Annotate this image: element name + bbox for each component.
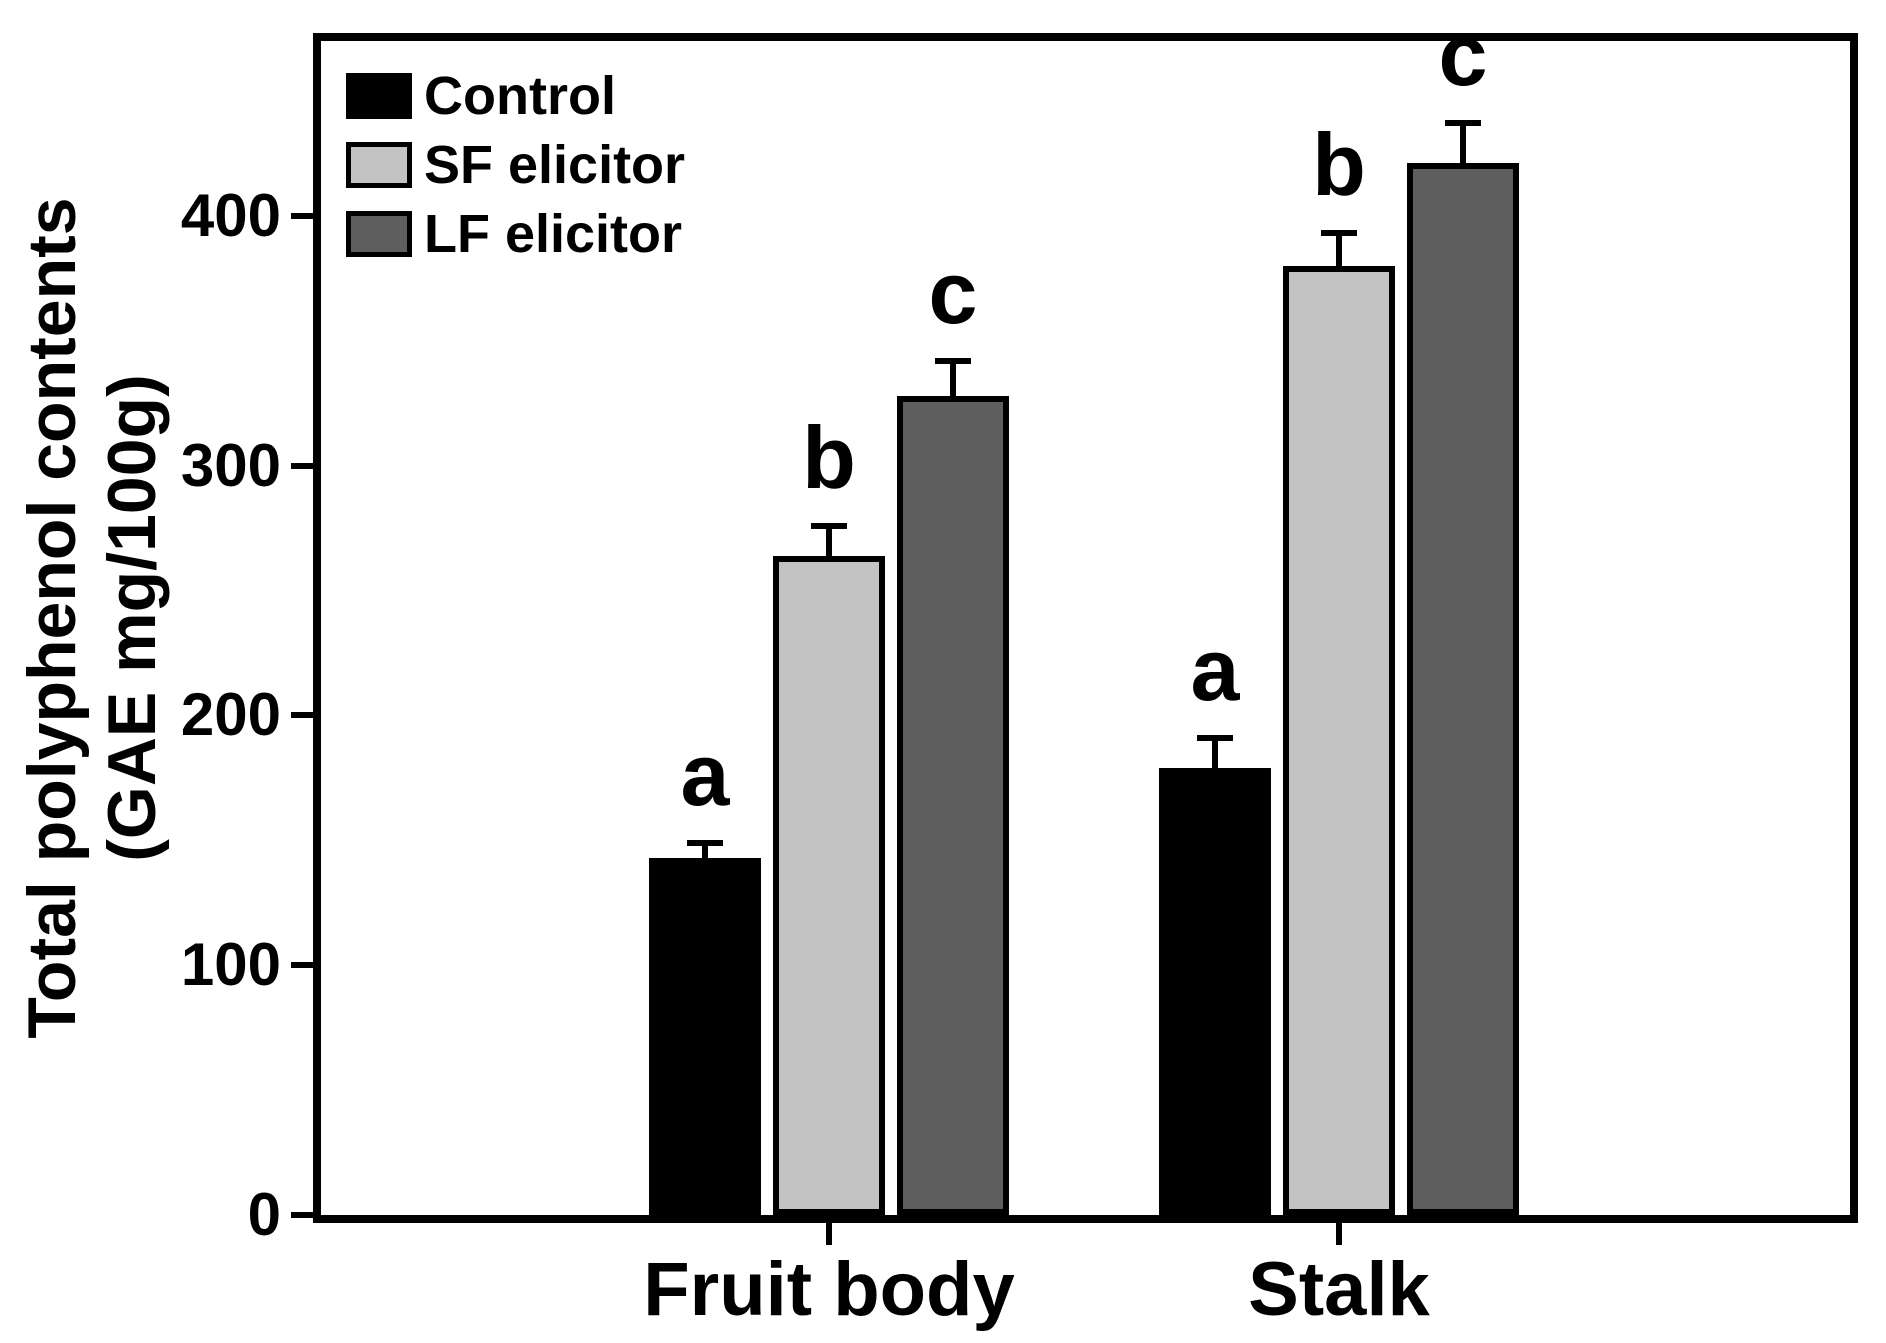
error-bar-cap-stalk-lf-elicitor <box>1445 120 1481 127</box>
sig-letter-stalk-lf-elicitor: c <box>1438 5 1488 105</box>
sig-letter-stalk-control: a <box>1190 619 1240 719</box>
error-bar-stem-fruit-body-lf-elicitor <box>950 360 956 396</box>
y-tick-label-0: 0 <box>247 1181 281 1248</box>
error-bar-cap-fruit-body-control <box>687 839 723 846</box>
legend-label-control: Control <box>424 66 616 126</box>
y-axis-title-line1: Total polyphenol contents <box>13 197 90 1039</box>
legend-swatch-sf-elicitor-icon <box>346 142 412 188</box>
error-bar-stem-fruit-body-control <box>702 842 708 858</box>
x-tick-fruit-body <box>826 1223 832 1245</box>
error-bar-stem-stalk-control <box>1212 737 1218 768</box>
error-bar-cap-stalk-control <box>1197 734 1233 741</box>
bar-stalk-lf-elicitor <box>1407 163 1519 1215</box>
legend: Control SF elicitor LF elicitor <box>346 66 686 280</box>
sig-letter-fruit-body-lf-elicitor: c <box>928 242 978 342</box>
bar-stalk-control <box>1159 767 1271 1215</box>
x-tick-stalk <box>1336 1223 1342 1245</box>
error-bar-cap-stalk-sf-elicitor <box>1321 230 1357 237</box>
y-tick-label-300: 300 <box>180 431 281 499</box>
y-tick-label-400: 400 <box>180 181 281 249</box>
sig-letter-fruit-body-sf-elicitor: b <box>802 407 856 507</box>
legend-item-sf-elicitor: SF elicitor <box>346 135 686 195</box>
legend-swatch-control-icon <box>346 73 412 119</box>
y-tick-400 <box>291 212 313 219</box>
legend-label-sf-elicitor: SF elicitor <box>424 135 686 195</box>
sig-letter-stalk-sf-elicitor: b <box>1312 115 1366 215</box>
bar-stalk-sf-elicitor <box>1283 265 1395 1215</box>
y-tick-label-100: 100 <box>180 931 281 999</box>
x-axis-label-fruit-body: Fruit body <box>643 1247 1015 1332</box>
error-bar-cap-fruit-body-lf-elicitor <box>935 357 971 364</box>
x-axis-label-stalk: Stalk <box>1248 1247 1430 1332</box>
legend-swatch-lf-elicitor-icon <box>346 211 412 257</box>
error-bar-stem-fruit-body-sf-elicitor <box>826 525 832 556</box>
bar-fruit-body-lf-elicitor <box>897 395 1009 1215</box>
y-axis-title: Total polyphenol contents (GAE mg/100g) <box>12 197 172 1038</box>
y-tick-0 <box>291 1212 313 1218</box>
bar-fruit-body-control <box>649 857 761 1215</box>
y-tick-label-200: 200 <box>180 681 281 749</box>
bar-fruit-body-sf-elicitor <box>773 555 885 1215</box>
error-bar-cap-fruit-body-sf-elicitor <box>811 522 847 529</box>
y-tick-300 <box>291 462 313 469</box>
sig-letter-fruit-body-control: a <box>680 724 730 824</box>
y-tick-200 <box>291 712 313 719</box>
error-bar-stem-stalk-lf-elicitor <box>1460 123 1466 164</box>
y-axis-title-line2: (GAE mg/100g) <box>94 374 170 862</box>
plot-area <box>313 33 1858 1223</box>
legend-item-lf-elicitor: LF elicitor <box>346 204 685 264</box>
y-tick-100 <box>291 962 313 969</box>
legend-label-lf-elicitor: LF elicitor <box>424 204 683 264</box>
legend-item-control: Control <box>346 66 685 126</box>
error-bar-stem-stalk-sf-elicitor <box>1336 233 1342 266</box>
